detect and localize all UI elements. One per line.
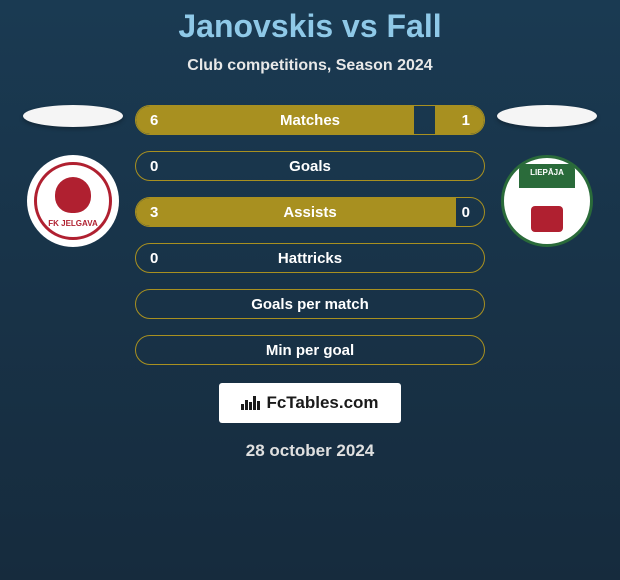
stat-label: Assists	[283, 204, 336, 221]
right-team-badge: LIEPĀJA	[501, 155, 593, 247]
stat-label: Goals per match	[251, 296, 369, 313]
brand-chart-icon	[241, 396, 260, 410]
brand-text: FcTables.com	[266, 393, 378, 413]
infographic-container: Janovskis vs Fall Club competitions, Sea…	[0, 0, 620, 580]
stat-fill-left	[136, 106, 414, 134]
player2-name: Fall	[387, 8, 442, 44]
stat-label: Matches	[280, 112, 340, 129]
right-marker-icon	[497, 105, 597, 127]
stat-row: 0 Goals	[135, 151, 485, 181]
stat-label: Hattricks	[278, 250, 342, 267]
stat-row: Goals per match	[135, 289, 485, 319]
stat-value-left: 3	[150, 204, 158, 221]
brand-tag[interactable]: FcTables.com	[219, 383, 400, 423]
stat-label: Goals	[289, 158, 331, 175]
left-side-column: FK JELGAVA	[23, 105, 123, 247]
left-team-badge: FK JELGAVA	[27, 155, 119, 247]
stat-label: Min per goal	[266, 342, 354, 359]
left-team-name: FK JELGAVA	[48, 220, 97, 229]
stat-fill-right	[435, 106, 484, 134]
player1-name: Janovskis	[178, 8, 333, 44]
main-row: FK JELGAVA 6 Matches 1 0 Goals 3 Assists 0 0 Hatt…	[0, 105, 620, 365]
stat-row: 6 Matches 1	[135, 105, 485, 135]
stat-row: 3 Assists 0	[135, 197, 485, 227]
stat-value-left: 0	[150, 250, 158, 267]
left-marker-icon	[23, 105, 123, 127]
stats-column: 6 Matches 1 0 Goals 3 Assists 0 0 Hattricks Goals …	[135, 105, 485, 365]
right-side-column: LIEPĀJA	[497, 105, 597, 247]
stat-value-right: 1	[462, 112, 470, 129]
comparison-title: Janovskis vs Fall	[178, 8, 441, 45]
vs-separator: vs	[342, 8, 378, 44]
subtitle: Club competitions, Season 2024	[187, 57, 432, 75]
stat-value-left: 6	[150, 112, 158, 129]
right-team-name: LIEPĀJA	[530, 168, 564, 177]
stat-row: Min per goal	[135, 335, 485, 365]
stat-row: 0 Hattricks	[135, 243, 485, 273]
stat-value-left: 0	[150, 158, 158, 175]
date-text: 28 october 2024	[246, 441, 375, 461]
stat-value-right: 0	[462, 204, 470, 221]
